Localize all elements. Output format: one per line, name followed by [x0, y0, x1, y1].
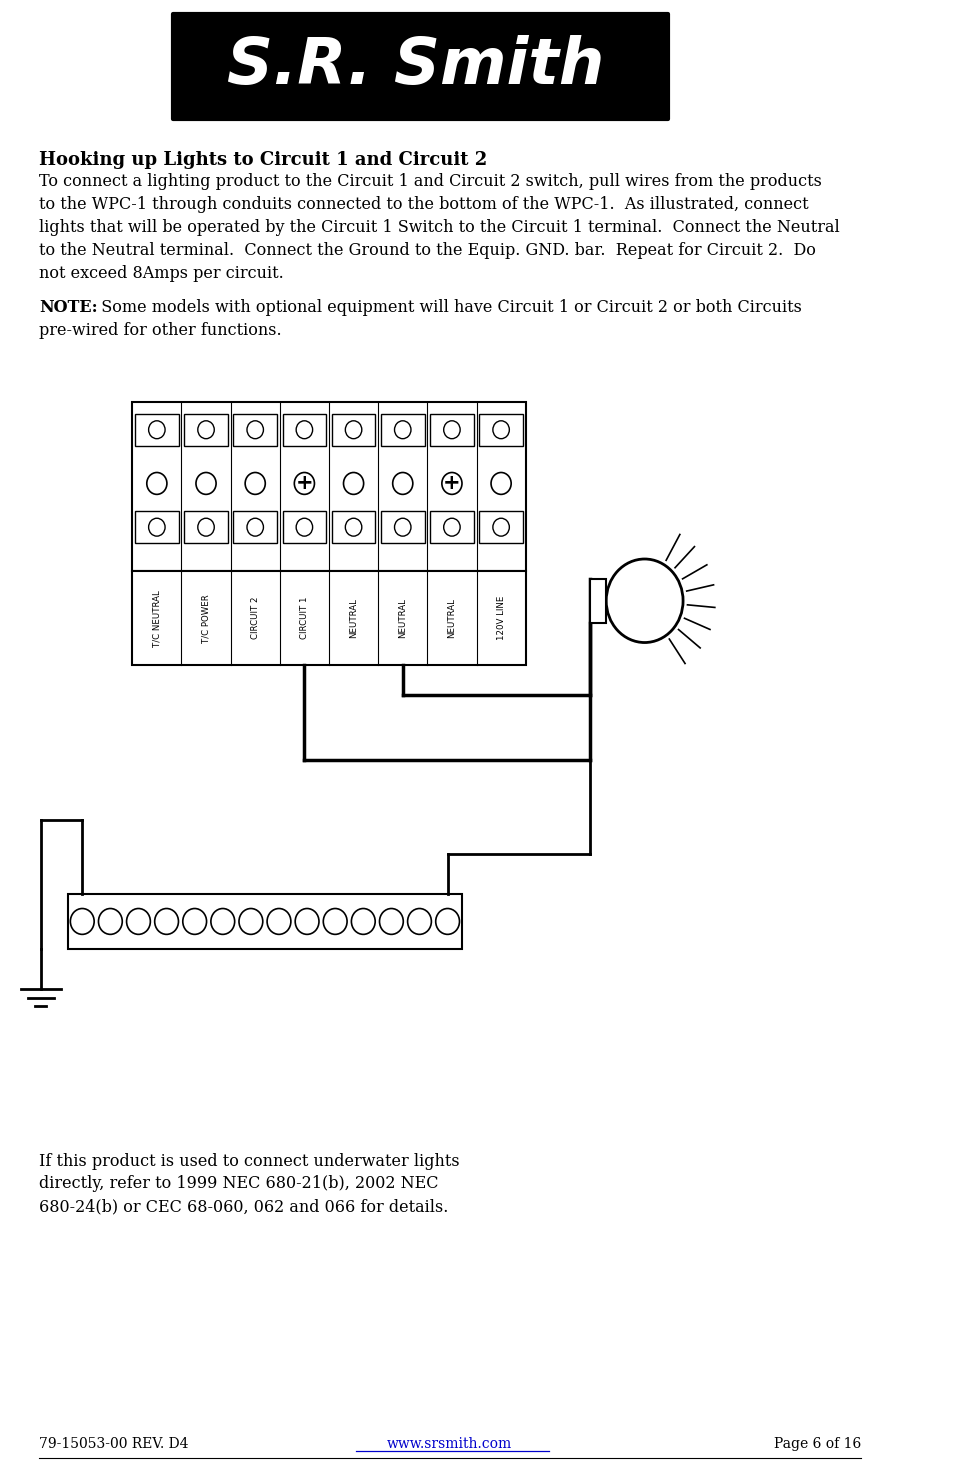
Bar [233, 413, 277, 446]
Text: Page 6 of 16: Page 6 of 16 [774, 1437, 862, 1450]
Circle shape [324, 909, 347, 934]
Bar [174, 15, 668, 119]
Circle shape [247, 421, 263, 438]
Circle shape [296, 421, 313, 438]
Circle shape [182, 909, 207, 934]
Text: 680-24(b) or CEC 68-060, 062 and 066 for details.: 680-24(b) or CEC 68-060, 062 and 066 for… [39, 1199, 449, 1215]
Bar [133, 402, 526, 571]
Bar [184, 512, 228, 543]
Circle shape [436, 909, 459, 934]
Circle shape [239, 909, 263, 934]
Text: CIRCUIT 1: CIRCUIT 1 [300, 597, 309, 640]
Bar [480, 512, 523, 543]
Text: NEUTRAL: NEUTRAL [448, 599, 456, 638]
Text: To connect a lighting product to the Circuit 1 and Circuit 2 switch, pull wires : To connect a lighting product to the Cir… [39, 174, 822, 190]
Bar [283, 413, 327, 446]
Bar [135, 413, 178, 446]
Circle shape [343, 472, 364, 494]
Circle shape [295, 909, 319, 934]
Text: If this product is used to connect underwater lights: If this product is used to connect under… [39, 1153, 459, 1169]
Circle shape [148, 518, 165, 535]
Circle shape [444, 421, 460, 438]
Text: +: + [443, 474, 461, 493]
Circle shape [493, 518, 509, 535]
Circle shape [491, 472, 511, 494]
Text: to the Neutral terminal.  Connect the Ground to the Equip. GND. bar.  Repeat for: to the Neutral terminal. Connect the Gro… [39, 241, 816, 259]
Text: not exceed 8Amps per circuit.: not exceed 8Amps per circuit. [39, 265, 284, 281]
Bar [184, 413, 228, 446]
Text: NOTE:: NOTE: [39, 300, 98, 316]
Text: NEUTRAL: NEUTRAL [398, 599, 408, 638]
Circle shape [70, 909, 95, 934]
Circle shape [493, 421, 509, 438]
Circle shape [98, 909, 122, 934]
Text: to the WPC-1 through conduits connected to the bottom of the WPC-1.  As illustra: to the WPC-1 through conduits connected … [39, 196, 808, 213]
Text: +: + [295, 474, 313, 493]
Circle shape [294, 472, 315, 494]
Bar [233, 512, 277, 543]
Bar [332, 512, 375, 543]
Circle shape [379, 909, 404, 934]
Bar [381, 512, 424, 543]
Text: directly, refer to 1999 NEC 680-21(b), 2002 NEC: directly, refer to 1999 NEC 680-21(b), 2… [39, 1175, 439, 1193]
Circle shape [345, 518, 362, 535]
Text: T/C POWER: T/C POWER [202, 594, 211, 643]
Bar [604, 580, 644, 622]
Circle shape [148, 421, 165, 438]
Circle shape [147, 472, 167, 494]
Circle shape [245, 472, 265, 494]
Bar [68, 894, 461, 949]
Text: T/C NEUTRAL: T/C NEUTRAL [152, 590, 161, 647]
Text: 120V LINE: 120V LINE [496, 596, 506, 640]
Circle shape [444, 518, 460, 535]
Circle shape [247, 518, 263, 535]
Text: www.srsmith.com: www.srsmith.com [387, 1437, 513, 1450]
Text: 79-15053-00 REV. D4: 79-15053-00 REV. D4 [39, 1437, 188, 1450]
Circle shape [198, 518, 214, 535]
Circle shape [211, 909, 235, 934]
Circle shape [351, 909, 375, 934]
Circle shape [408, 909, 431, 934]
Circle shape [127, 909, 150, 934]
Text: pre-wired for other functions.: pre-wired for other functions. [39, 322, 282, 340]
Bar [283, 512, 327, 543]
Bar [590, 580, 606, 622]
Text: lights that will be operated by the Circuit 1 Switch to the Circuit 1 terminal. : lights that will be operated by the Circ… [39, 219, 839, 235]
Circle shape [296, 518, 313, 535]
Bar [332, 413, 375, 446]
Circle shape [606, 559, 683, 643]
Circle shape [395, 421, 411, 438]
Circle shape [196, 472, 216, 494]
Circle shape [442, 472, 462, 494]
Circle shape [345, 421, 362, 438]
Circle shape [395, 518, 411, 535]
Circle shape [198, 421, 214, 438]
Bar [381, 413, 424, 446]
Circle shape [155, 909, 178, 934]
Circle shape [267, 909, 291, 934]
Bar [135, 512, 178, 543]
Text: NEUTRAL: NEUTRAL [349, 599, 358, 638]
Text: CIRCUIT 2: CIRCUIT 2 [251, 597, 259, 640]
Text: S.R. Smith: S.R. Smith [227, 35, 604, 97]
Bar [480, 413, 523, 446]
Bar [430, 512, 474, 543]
Circle shape [393, 472, 412, 494]
Text: Hooking up Lights to Circuit 1 and Circuit 2: Hooking up Lights to Circuit 1 and Circu… [39, 152, 488, 169]
Bar [430, 413, 474, 446]
Bar [133, 571, 526, 665]
Text: ™: ™ [608, 90, 620, 101]
Text: Some models with optional equipment will have Circuit 1 or Circuit 2 or both Cir: Some models with optional equipment will… [91, 300, 802, 316]
